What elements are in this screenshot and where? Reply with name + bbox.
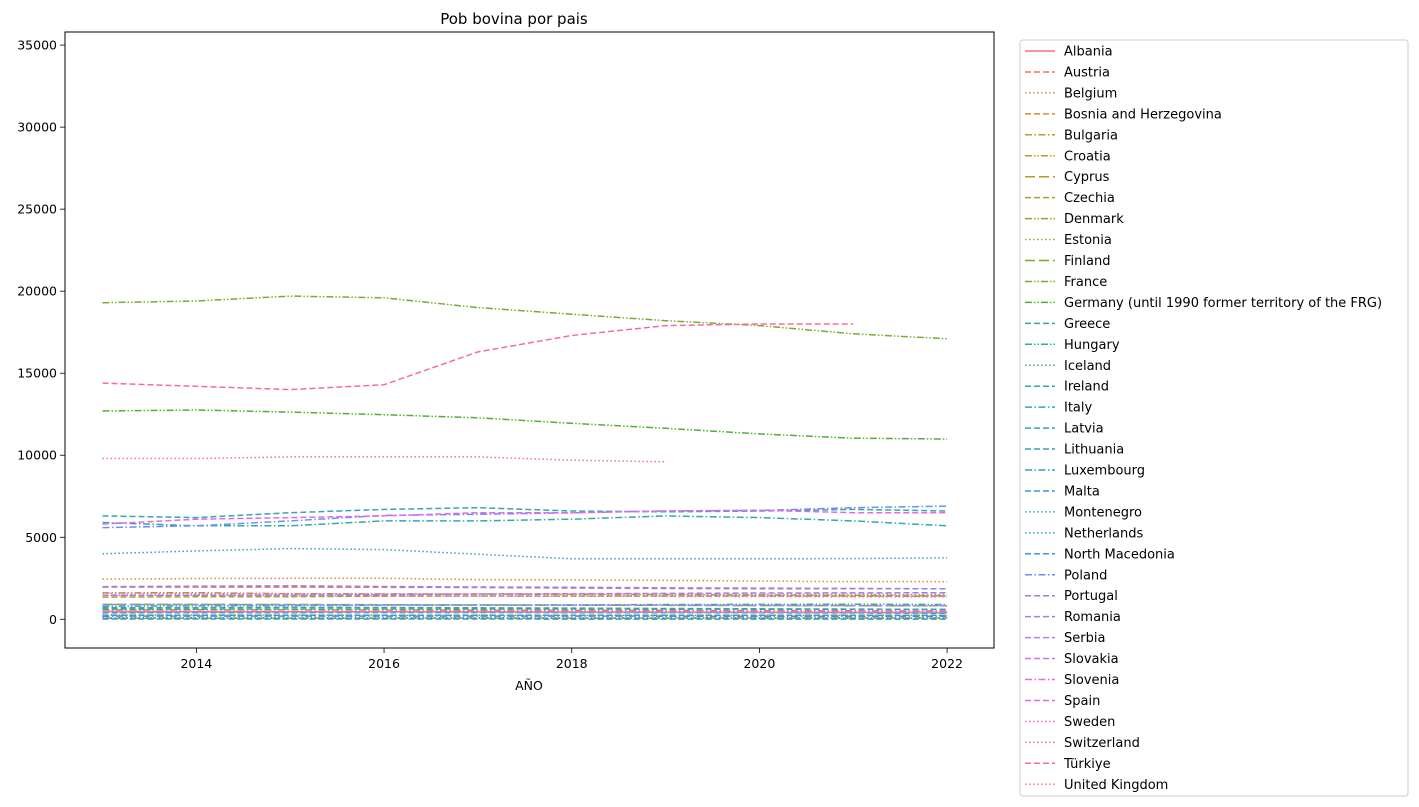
x-tick-label: 2022 <box>931 656 963 671</box>
legend-label: Poland <box>1064 568 1107 583</box>
y-tick-label: 35000 <box>17 38 57 53</box>
y-axis: 0 5000 10000 15000 20000 25000 30000 35000 <box>17 38 65 627</box>
legend-label: Netherlands <box>1064 526 1143 541</box>
series-line-17 <box>102 515 948 527</box>
series-line-25 <box>102 505 948 529</box>
series-line-33 <box>102 592 948 596</box>
series-line-16 <box>102 506 948 519</box>
x-tick-label: 2014 <box>180 656 212 671</box>
legend-label: Slovenia <box>1064 673 1119 688</box>
legend-label: Austria <box>1064 65 1110 80</box>
legend-label: Bosnia and Herzegovina <box>1064 107 1222 122</box>
legend-label: Bulgaria <box>1064 128 1118 143</box>
series-line-2 <box>102 577 948 583</box>
x-axis: 2014 2016 2018 2020 2022 <box>180 648 963 671</box>
series-line-19 <box>102 606 948 611</box>
legend-label: Sweden <box>1064 715 1115 730</box>
y-tick-label: 10000 <box>17 448 57 463</box>
series-line-35 <box>102 456 666 463</box>
x-axis-label: AÑO <box>515 678 543 693</box>
legend-label: Slovakia <box>1064 652 1119 667</box>
y-tick-label: 5000 <box>25 530 57 545</box>
legend-label: Romania <box>1064 610 1121 625</box>
legend-label: Malta <box>1064 484 1100 499</box>
legend-label: Belgium <box>1064 86 1117 101</box>
legend-label: Türkiye <box>1063 757 1111 772</box>
series-line-4 <box>102 609 948 612</box>
legend-label: Lithuania <box>1064 443 1124 458</box>
legend-label: Switzerland <box>1064 736 1140 751</box>
legend-label: Hungary <box>1064 338 1120 353</box>
legend-label: Serbia <box>1064 631 1105 646</box>
series-line-14 <box>102 603 948 607</box>
legend-label: Latvia <box>1064 422 1104 437</box>
legend-label: Portugal <box>1064 589 1118 604</box>
legend: Albania Austria Belgium Bosnia and Herzegov… <box>1019 39 1409 797</box>
chart-title: Pob bovina por pais <box>440 10 588 28</box>
series-line-31 <box>102 509 948 525</box>
legend-label: Ireland <box>1064 380 1109 395</box>
y-tick-label: 25000 <box>17 202 57 217</box>
legend-label: Croatia <box>1064 149 1111 164</box>
legend-label: Estonia <box>1064 233 1112 248</box>
legend-label: Czechia <box>1064 191 1115 206</box>
y-tick-label: 30000 <box>17 120 57 135</box>
legend-label: Denmark <box>1064 212 1124 227</box>
plot-lines <box>102 295 948 620</box>
legend-label: France <box>1064 275 1107 290</box>
series-line-7 <box>102 595 948 598</box>
series-line-27 <box>102 585 948 590</box>
legend-label: Finland <box>1064 254 1110 269</box>
legend-label: Luxembourg <box>1064 464 1145 479</box>
legend-label: Italy <box>1064 401 1093 416</box>
series-line-28 <box>102 603 948 607</box>
y-tick-label: 15000 <box>17 366 57 381</box>
series-line-11 <box>102 295 948 340</box>
series-line-32 <box>102 594 948 598</box>
series-line-23 <box>102 547 948 560</box>
legend-label: North Macedonia <box>1064 547 1175 562</box>
y-tick-label: 0 <box>49 612 57 627</box>
series-line-34 <box>102 323 854 391</box>
legend-label: Montenegro <box>1064 505 1142 520</box>
legend-frame <box>1019 39 1409 797</box>
series-line-12 <box>102 409 948 440</box>
legend-label: United Kingdom <box>1064 778 1168 793</box>
x-tick-label: 2020 <box>743 656 775 671</box>
legend-label: Greece <box>1064 317 1110 332</box>
x-tick-label: 2018 <box>556 656 588 671</box>
legend-label: Cyprus <box>1064 170 1110 185</box>
plot-frame <box>64 31 995 649</box>
legend-label: Germany (until 1990 former territory of … <box>1064 296 1382 311</box>
legend-label: Albania <box>1064 45 1113 60</box>
legend-label: Spain <box>1064 694 1100 709</box>
x-tick-label: 2016 <box>368 656 400 671</box>
y-tick-label: 20000 <box>17 284 57 299</box>
legend-label: Iceland <box>1064 359 1111 374</box>
